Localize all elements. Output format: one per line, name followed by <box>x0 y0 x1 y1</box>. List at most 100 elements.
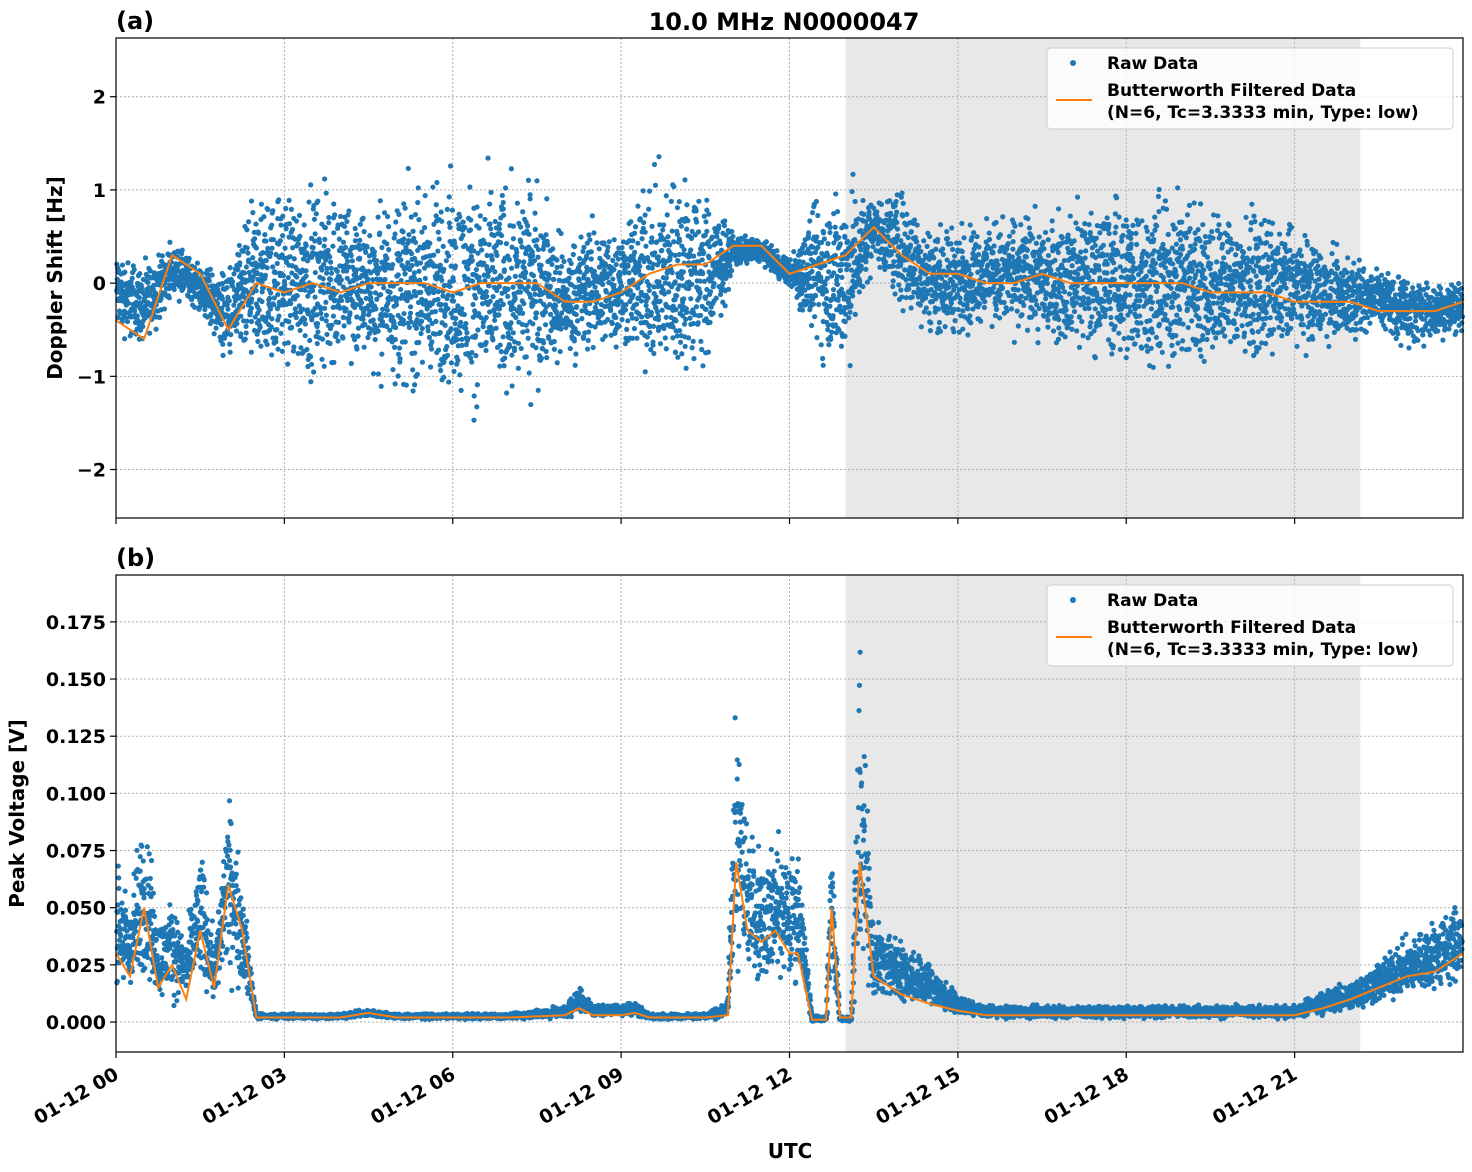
raw-point <box>158 295 164 302</box>
raw-point <box>698 312 704 319</box>
raw-point <box>635 203 641 209</box>
raw-point <box>693 219 700 225</box>
raw-point <box>578 234 584 240</box>
raw-point <box>533 310 540 316</box>
raw-point <box>637 263 643 269</box>
raw-point <box>361 229 367 235</box>
raw-point <box>611 237 617 243</box>
raw-point <box>577 255 583 262</box>
raw-point <box>888 210 894 216</box>
raw-point <box>330 313 337 319</box>
raw-point <box>500 199 506 206</box>
raw-point <box>226 298 232 304</box>
raw-point <box>699 257 705 263</box>
raw-point <box>422 275 428 282</box>
raw-point <box>372 336 378 343</box>
raw-point <box>860 283 866 290</box>
raw-point <box>605 254 611 260</box>
raw-point <box>681 321 688 327</box>
raw-point <box>535 387 541 393</box>
raw-point <box>334 331 340 337</box>
raw-point <box>808 322 815 329</box>
raw-point <box>829 329 835 335</box>
raw-point <box>392 381 398 387</box>
raw-point <box>314 340 320 347</box>
raw-point <box>774 248 780 254</box>
raw-point <box>364 244 370 250</box>
raw-point <box>968 320 974 326</box>
raw-point <box>514 200 520 206</box>
raw-point <box>273 339 279 345</box>
raw-point <box>849 188 855 195</box>
raw-point <box>977 301 983 307</box>
raw-point <box>493 325 499 331</box>
raw-point <box>669 269 675 276</box>
raw-point <box>314 320 321 327</box>
raw-point <box>496 283 502 289</box>
raw-point <box>949 225 955 231</box>
raw-point <box>996 315 1003 321</box>
raw-point <box>128 291 135 297</box>
raw-point <box>285 361 291 367</box>
raw-point <box>605 244 611 250</box>
raw-point <box>1088 320 1094 326</box>
raw-point <box>927 328 934 334</box>
raw-point <box>533 298 539 305</box>
raw-point <box>261 214 267 220</box>
raw-point <box>504 390 510 396</box>
raw-point <box>321 363 327 369</box>
raw-point <box>655 254 662 260</box>
raw-point <box>669 228 675 234</box>
raw-point <box>288 324 295 330</box>
raw-point <box>431 289 437 296</box>
raw-point <box>194 260 201 266</box>
raw-point <box>1091 328 1097 334</box>
raw-point <box>1055 206 1062 212</box>
raw-point <box>611 282 617 288</box>
raw-point <box>458 387 464 393</box>
raw-point <box>1025 216 1031 222</box>
raw-point <box>596 293 602 299</box>
raw-point <box>1052 257 1058 263</box>
raw-point <box>785 262 791 268</box>
raw-point <box>993 219 999 226</box>
raw-point <box>704 197 710 203</box>
raw-point <box>248 198 255 204</box>
raw-point <box>301 222 307 228</box>
raw-point <box>730 233 736 240</box>
raw-point <box>415 185 421 191</box>
raw-point <box>959 248 965 255</box>
raw-point <box>836 234 842 241</box>
raw-point <box>134 313 140 319</box>
y-tick-label: 1 <box>93 180 106 202</box>
raw-point <box>863 266 869 272</box>
raw-point <box>296 212 303 219</box>
raw-point <box>610 257 616 263</box>
raw-point <box>357 237 363 243</box>
raw-point <box>286 197 292 203</box>
raw-point <box>139 285 145 291</box>
raw-point <box>186 255 192 262</box>
raw-point <box>302 333 308 339</box>
raw-point <box>1012 223 1018 229</box>
raw-point <box>439 218 445 224</box>
raw-point <box>956 240 963 246</box>
raw-point <box>926 310 932 316</box>
raw-point <box>470 301 476 308</box>
raw-point <box>961 235 967 241</box>
raw-point <box>634 301 640 307</box>
raw-point <box>960 326 966 332</box>
raw-point <box>459 342 465 348</box>
raw-point <box>644 334 650 340</box>
raw-point <box>1097 322 1103 328</box>
raw-point <box>503 241 510 247</box>
raw-point <box>899 190 905 196</box>
raw-point <box>386 247 392 253</box>
raw-point <box>944 228 950 235</box>
raw-point <box>955 306 961 313</box>
raw-point <box>391 344 398 350</box>
raw-point <box>408 251 415 257</box>
raw-point <box>673 318 679 324</box>
raw-point <box>117 310 123 317</box>
raw-point <box>950 246 956 253</box>
